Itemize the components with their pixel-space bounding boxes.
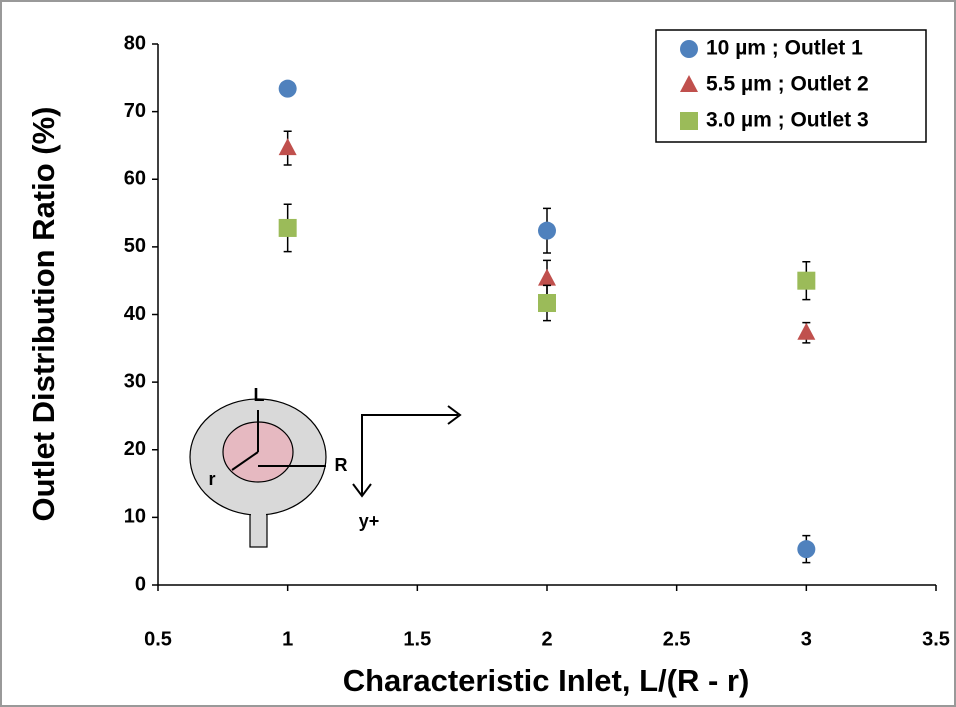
inset-line xyxy=(231,451,259,471)
marker xyxy=(538,294,556,313)
x-axis-title: Characteristic Inlet, L/(R - r) xyxy=(343,663,750,698)
y-tick-label: 20 xyxy=(124,438,146,460)
legend-marker xyxy=(680,112,698,130)
marker xyxy=(797,271,816,290)
y-tick-label: 80 xyxy=(124,32,146,54)
inset-diagram: L r R y+ xyxy=(189,385,462,548)
marker xyxy=(538,221,556,240)
x-tick-label: 3.5 xyxy=(922,628,950,650)
legend: 10 µm ; Outlet 1 5.5 µm ; Outlet 2 3.0 µm … xyxy=(655,29,927,143)
x-tick-label: 1.5 xyxy=(403,628,431,650)
inset-label: y+ xyxy=(359,511,380,531)
inset-arrows xyxy=(352,405,462,498)
inset-label: R xyxy=(335,455,348,475)
x-tick-label: 2 xyxy=(541,628,552,650)
x-tick-label: 3 xyxy=(801,628,812,650)
marker xyxy=(797,540,816,559)
inset-label: L xyxy=(254,385,265,405)
legend-box xyxy=(655,29,927,143)
y-tick-label: 50 xyxy=(124,235,146,257)
y-tick-label: 30 xyxy=(124,370,146,392)
x-tick-label: 2.5 xyxy=(663,628,691,650)
legend-marker xyxy=(680,75,698,92)
marker xyxy=(278,138,297,156)
marker xyxy=(278,79,297,98)
y-tick-label: 10 xyxy=(124,506,146,528)
x-tick-label: 0.5 xyxy=(144,628,172,650)
y-tick-label: 60 xyxy=(124,168,146,190)
inset-joint xyxy=(251,505,266,517)
legend-label: 10 µm ; Outlet 1 xyxy=(706,37,863,60)
marker xyxy=(278,218,297,237)
y-axis-title: Outlet Distribution Ratio (%) xyxy=(26,106,61,521)
legend-label: 5.5 µm ; Outlet 2 xyxy=(706,73,869,96)
y-tick-label: 40 xyxy=(124,303,146,325)
y-tick-label: 0 xyxy=(135,573,146,595)
marker xyxy=(538,268,556,286)
inset-label: r xyxy=(208,469,215,489)
legend-marker xyxy=(680,40,698,58)
x-tick-label: 1 xyxy=(282,628,293,650)
marker xyxy=(797,322,816,340)
legend-label: 3.0 µm ; Outlet 3 xyxy=(706,109,869,132)
y-tick-label: 70 xyxy=(124,100,146,122)
